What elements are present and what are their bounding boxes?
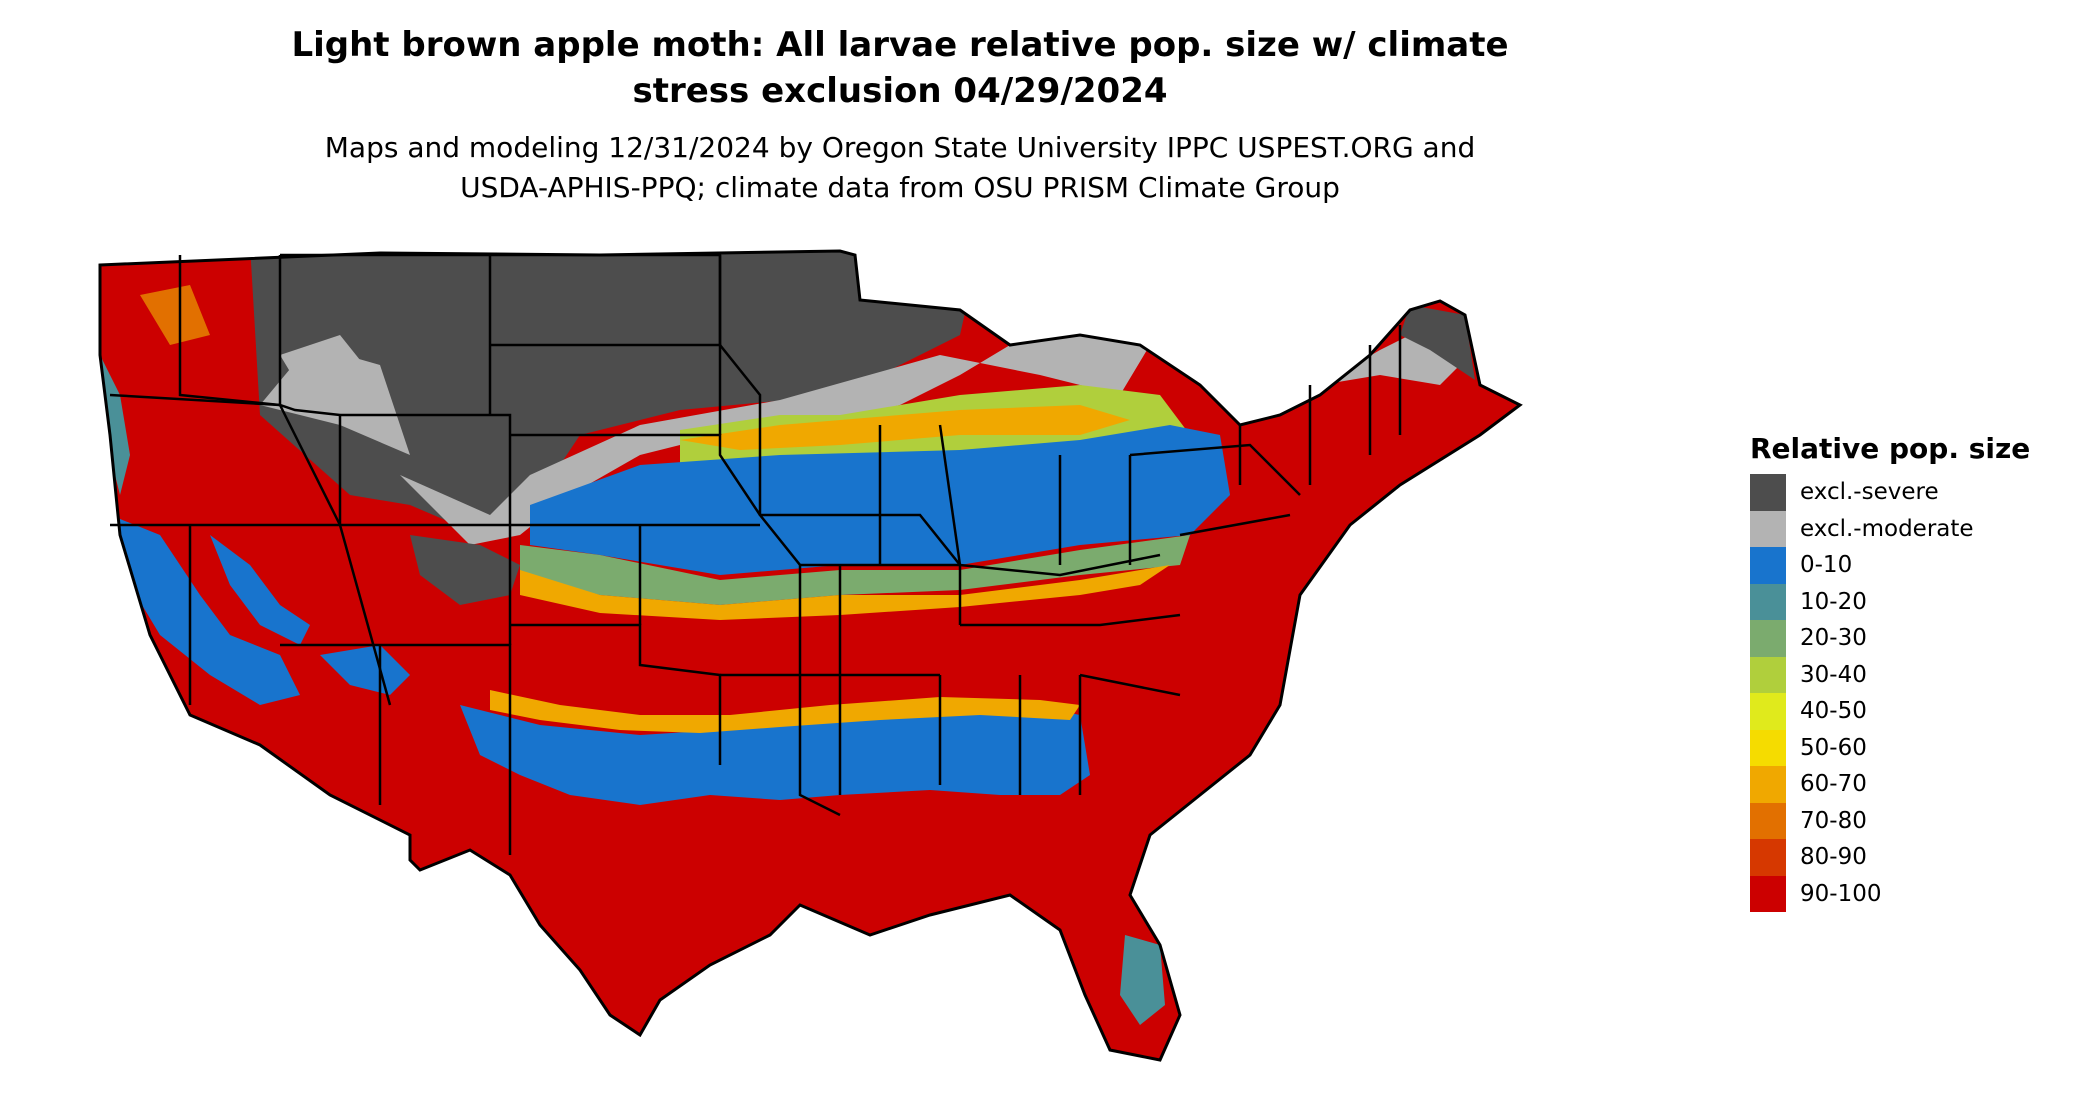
- subtitle-line-2: USDA-APHIS-PPQ; climate data from OSU PR…: [460, 171, 1340, 204]
- legend-item: 0-10: [1750, 547, 2080, 584]
- map-title: Light brown apple moth: All larvae relat…: [120, 22, 1680, 114]
- legend-swatch: [1750, 839, 1786, 876]
- subtitle-line-1: Maps and modeling 12/31/2024 by Oregon S…: [324, 131, 1476, 164]
- legend-swatch: [1750, 620, 1786, 657]
- legend-swatch: [1750, 474, 1786, 511]
- legend-label: 40-50: [1800, 698, 1867, 725]
- legend-item: 80-90: [1750, 839, 2080, 876]
- legend-label: 60-70: [1800, 771, 1867, 798]
- legend-label: 0-10: [1800, 552, 1853, 579]
- legend-label: excl.-moderate: [1800, 515, 1974, 542]
- legend-label: 10-20: [1800, 588, 1867, 615]
- legend-swatch: [1750, 693, 1786, 730]
- legend-label: 30-40: [1800, 661, 1867, 688]
- legend-item: excl.-severe: [1750, 474, 2080, 511]
- legend-swatch: [1750, 583, 1786, 620]
- legend-item: excl.-moderate: [1750, 510, 2080, 547]
- legend-swatch: [1750, 802, 1786, 839]
- legend-item: 10-20: [1750, 583, 2080, 620]
- legend-item: 60-70: [1750, 766, 2080, 803]
- legend-item: 20-30: [1750, 620, 2080, 657]
- legend-item: 50-60: [1750, 729, 2080, 766]
- legend-swatch: [1750, 510, 1786, 547]
- legend-label: 20-30: [1800, 625, 1867, 652]
- legend-label: 70-80: [1800, 807, 1867, 834]
- legend-label: 90-100: [1800, 880, 1882, 907]
- legend-label: 80-90: [1800, 844, 1867, 871]
- legend-item: 70-80: [1750, 802, 2080, 839]
- legend-swatch: [1750, 547, 1786, 584]
- legend-swatch: [1750, 766, 1786, 803]
- title-line-2: stress exclusion 04/29/2024: [632, 71, 1168, 111]
- legend-item: 40-50: [1750, 693, 2080, 730]
- legend-swatch: [1750, 875, 1786, 912]
- legend-item: 90-100: [1750, 875, 2080, 912]
- legend-swatch: [1750, 656, 1786, 693]
- title-line-1: Light brown apple moth: All larvae relat…: [291, 25, 1509, 65]
- legend-label: excl.-severe: [1800, 479, 1939, 506]
- us-map: [80, 235, 1720, 1105]
- legend: Relative pop. size excl.-severe excl.-mod…: [1750, 432, 2080, 912]
- legend-item: 30-40: [1750, 656, 2080, 693]
- legend-label: 50-60: [1800, 734, 1867, 761]
- legend-title: Relative pop. size: [1750, 432, 2031, 465]
- legend-swatch: [1750, 729, 1786, 766]
- map-subtitle: Maps and modeling 12/31/2024 by Oregon S…: [120, 128, 1680, 208]
- legend-items: excl.-severe excl.-moderate 0-10 10-20 20-30…: [1750, 474, 2080, 912]
